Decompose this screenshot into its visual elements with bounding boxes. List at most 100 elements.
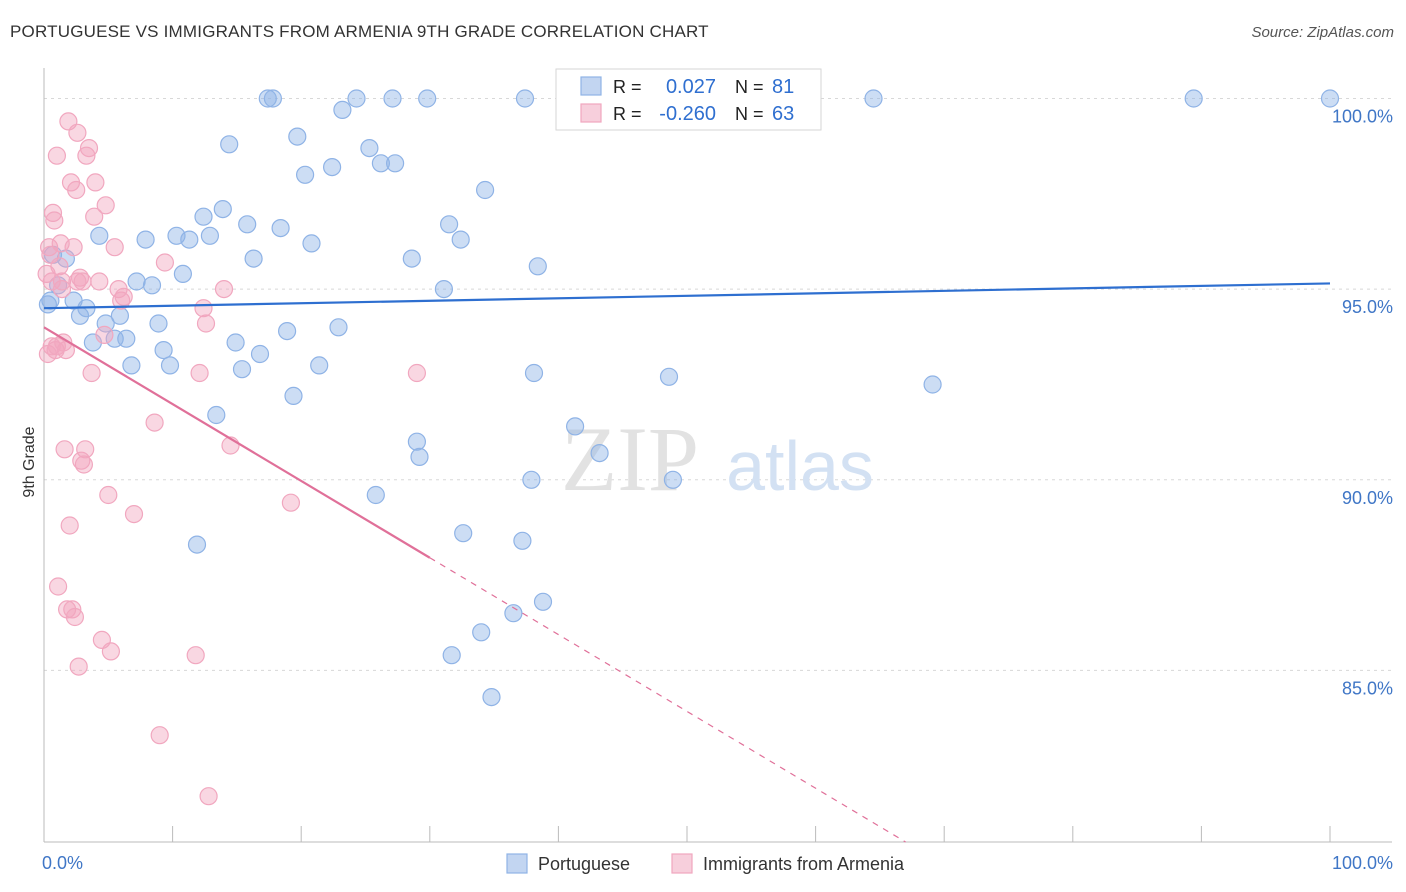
portuguese-point [513, 531, 532, 550]
armenia-point [60, 516, 79, 535]
portuguese-point [402, 249, 421, 268]
armenia-point [150, 726, 169, 745]
armenia-point [199, 787, 218, 806]
portuguese-point [923, 375, 942, 394]
portuguese-point [528, 257, 547, 276]
stats-legend-swatch [580, 76, 602, 96]
portuguese-point [238, 215, 257, 234]
portuguese-point [154, 341, 173, 360]
portuguese-point [347, 89, 366, 108]
portuguese-point [136, 230, 155, 249]
x-tick-label-right: 100.0% [1332, 853, 1393, 873]
portuguese-point [173, 264, 192, 283]
armenia-point [68, 272, 87, 291]
legend-swatch-portuguese [506, 853, 528, 874]
armenia-point [74, 455, 94, 474]
armenia-point [65, 607, 85, 627]
portuguese-point [504, 604, 523, 623]
armenia-point [76, 440, 95, 459]
portuguese-point [410, 447, 429, 466]
portuguese-point [180, 230, 199, 249]
portuguese-point [278, 322, 297, 341]
legend-label-portuguese: Portuguese [538, 854, 630, 874]
portuguese-point [244, 249, 263, 268]
bottom-legend: Portuguese Immigrants from Armenia [506, 853, 905, 874]
portuguese-point [323, 158, 342, 177]
portuguese-point [250, 344, 270, 364]
portuguese-point [454, 524, 473, 543]
portuguese-point [296, 165, 315, 184]
portuguese-point [663, 470, 683, 489]
portuguese-point [310, 356, 329, 375]
portuguese-point [418, 89, 437, 108]
y-tick-label: 95.0% [1342, 297, 1393, 317]
armenia-point [79, 139, 99, 158]
portuguese-point [440, 215, 459, 234]
armenia-trend-extension [429, 557, 906, 843]
armenia-point [45, 211, 64, 230]
y-axis-title: 9th Grade [21, 426, 38, 497]
stats-r-label: R = [613, 77, 642, 97]
stats-legend-swatch [580, 103, 602, 123]
legend-swatch-armenia [671, 853, 693, 874]
portuguese-point [220, 135, 239, 154]
portuguese-point [590, 444, 609, 463]
armenia-point [47, 146, 67, 165]
axes-layer: 100.0% 95.0% 90.0% 85.0% 0.0% 100.0% [42, 68, 1393, 873]
portuguese-point [472, 623, 491, 642]
portuguese-point [110, 306, 130, 325]
y-axis-title-group: 9th Grade [21, 426, 38, 497]
watermark: ZIP atlas [561, 408, 874, 510]
portuguese-point [232, 360, 252, 379]
portuguese-point [194, 207, 213, 226]
stats-n-value: 63 [772, 103, 794, 125]
portuguese-point [329, 318, 348, 337]
stats-n-label: N = [735, 104, 764, 124]
portuguese-point [383, 89, 402, 108]
portuguese-point [565, 417, 585, 436]
portuguese-point [160, 356, 180, 375]
armenia-point [96, 196, 115, 215]
portuguese-point [302, 234, 321, 253]
portuguese-point [288, 127, 307, 146]
armenia-trend-line [43, 326, 431, 559]
portuguese-point [1320, 89, 1340, 108]
portuguese-point [117, 329, 136, 348]
portuguese-point [360, 139, 379, 158]
y-tick-label: 85.0% [1342, 678, 1393, 698]
watermark-atlas: atlas [726, 427, 874, 505]
portuguese-trend-line [43, 282, 1331, 310]
legend-label-armenia: Immigrants from Armenia [703, 854, 905, 874]
portuguese-point [1184, 89, 1203, 108]
armenia-point [52, 280, 72, 299]
armenia-point [155, 253, 174, 272]
armenia-point [95, 325, 114, 344]
portuguese-point [434, 280, 453, 299]
portuguese-point [533, 592, 553, 611]
stats-n-value: 81 [772, 76, 794, 98]
armenia-point [47, 337, 67, 356]
armenia-point [186, 646, 205, 665]
y-tick-label: 100.0% [1332, 107, 1393, 127]
armenia-point [196, 314, 216, 333]
armenia-point [190, 363, 209, 383]
armenia-point [43, 203, 63, 222]
portuguese-point [284, 386, 303, 405]
armenia-point [67, 180, 86, 200]
armenia-point [42, 272, 61, 291]
portuguese-point [207, 405, 226, 425]
trend-layer [43, 282, 1331, 843]
stats-r-label: R = [613, 104, 642, 124]
portuguese-point [524, 363, 544, 383]
armenia-point [42, 337, 61, 356]
armenia-point [57, 600, 77, 619]
chart-source: Source: ZipAtlas.com [1251, 24, 1394, 41]
armenia-point [214, 280, 234, 299]
portuguese-point [226, 333, 245, 352]
grid-layer [44, 98, 1392, 671]
stats-n-label: N = [735, 77, 764, 97]
portuguese-point [333, 100, 352, 120]
armenia-point [64, 238, 83, 257]
armenia-point [194, 299, 213, 318]
armenia-point [114, 287, 133, 306]
